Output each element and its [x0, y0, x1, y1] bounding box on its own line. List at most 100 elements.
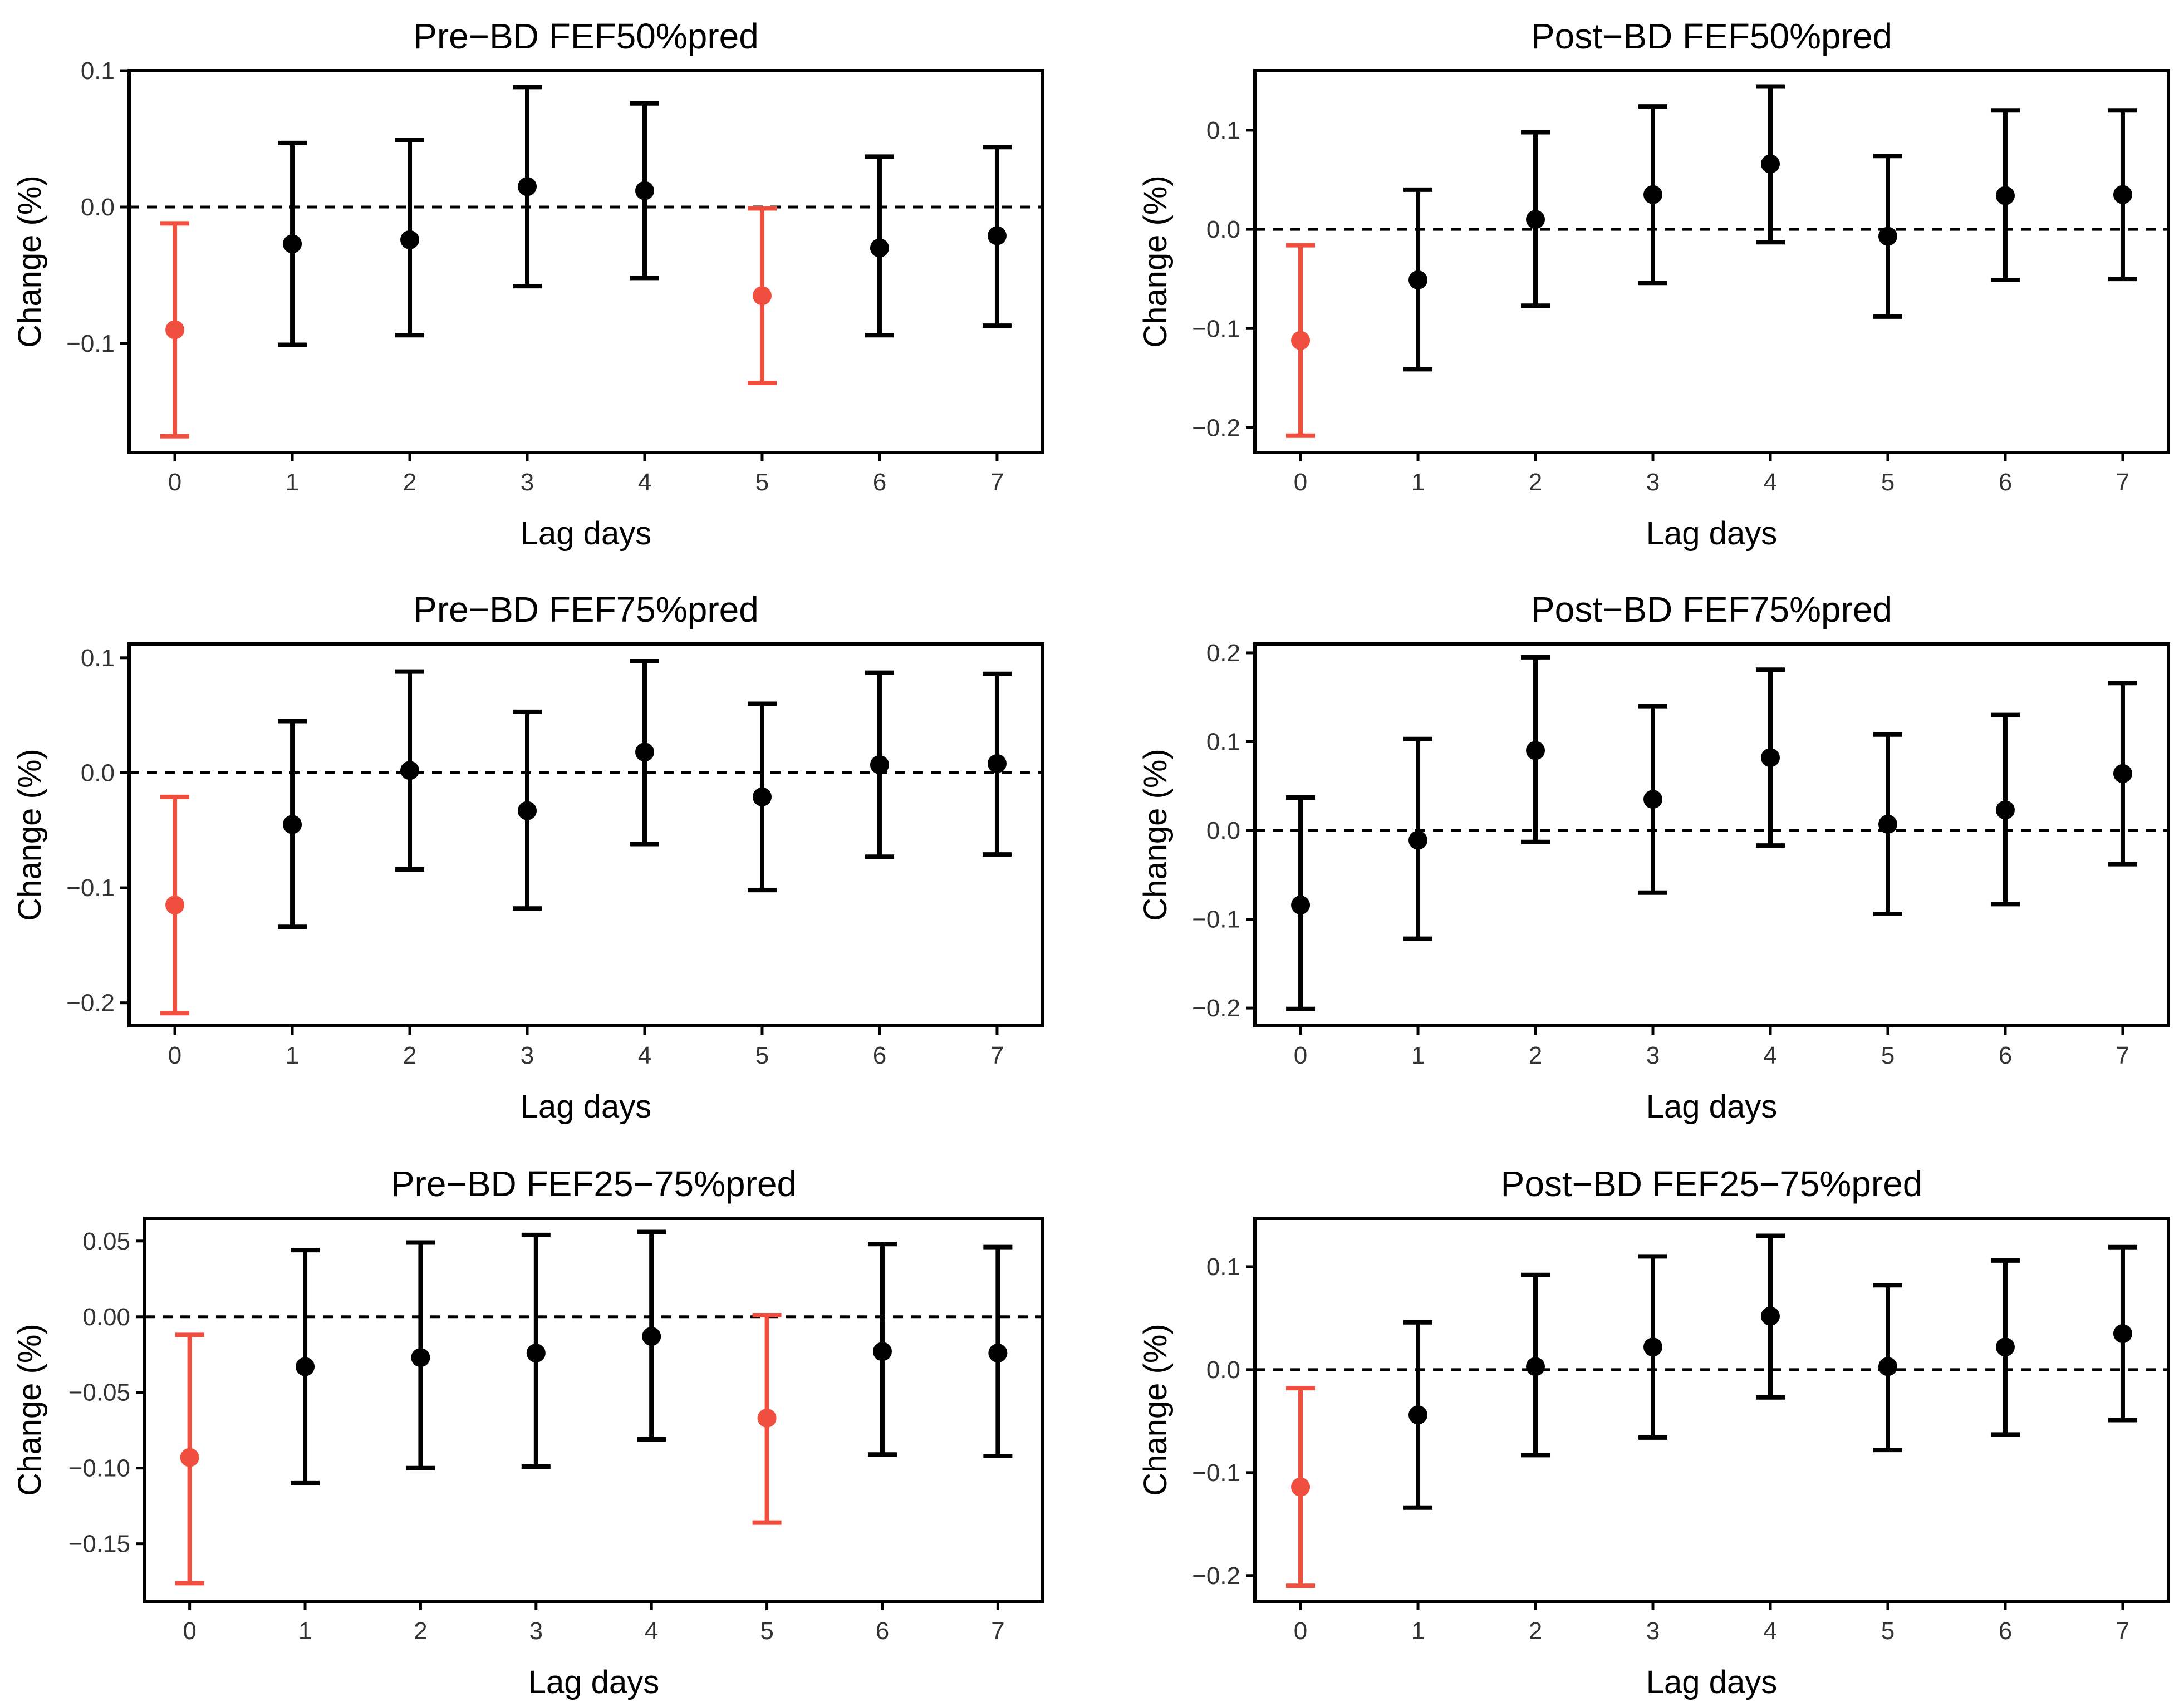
x-tick-label: 1 [286, 1042, 299, 1069]
y-axis-label: Change (%) [1137, 749, 1174, 921]
y-tick-label: 0.0 [81, 759, 115, 786]
y-tick-label: 0.0 [1206, 216, 1240, 243]
y-axis-label: Change (%) [12, 749, 48, 921]
y-axis-label: Change (%) [12, 175, 48, 347]
x-axis-label: Lag days [521, 1089, 651, 1125]
data-point-lag-2 [1526, 741, 1545, 760]
x-tick-label: 6 [873, 469, 886, 496]
y-tick-label: 0.1 [1206, 117, 1240, 144]
y-tick-label: 0.05 [82, 1228, 130, 1255]
x-tick-label: 2 [403, 469, 416, 496]
y-tick-label: 0.00 [82, 1303, 130, 1331]
y-tick-label: −0.1 [66, 330, 115, 357]
x-tick-label: 7 [990, 469, 1004, 496]
y-tick-label: −0.2 [66, 990, 115, 1017]
y-tick-label: −0.2 [1192, 995, 1240, 1022]
x-tick-label: 0 [168, 1042, 181, 1069]
x-tick-label: 4 [645, 1617, 658, 1645]
plot-frame [1253, 1217, 2170, 1603]
x-tick-label: 5 [760, 1617, 773, 1645]
y-tick-label: −0.1 [66, 874, 115, 902]
chart-panel-4: 0.2 0.1 0.0 −0.1 −0.2 0 1 2 3 4 5 6 7 Post−BD FEF75%p… [1137, 589, 2170, 1125]
data-point-lag-6 [870, 755, 889, 774]
x-tick-label: 3 [1646, 1617, 1660, 1645]
chart-title: Pre−BD FEF25−75%pred [391, 1164, 797, 1204]
data-point-lag-1 [283, 815, 302, 834]
x-axis-label: Lag days [1646, 1664, 1777, 1700]
data-point-lag-4 [635, 742, 654, 762]
data-point-lag-1 [1408, 270, 1428, 289]
x-tick-label: 4 [1764, 469, 1777, 496]
x-tick-label: 1 [1411, 469, 1425, 496]
data-point-lag-3 [1643, 790, 1663, 809]
x-tick-label: 6 [876, 1617, 889, 1645]
x-tick-label: 1 [286, 469, 299, 496]
x-tick-label: 5 [1881, 1617, 1895, 1645]
data-point-lag-4 [1760, 154, 1780, 174]
data-point-lag-0 [180, 1448, 199, 1467]
chart-title: Post−BD FEF25−75%pred [1501, 1164, 1923, 1204]
plot-frame [127, 642, 1044, 1027]
x-tick-label: 2 [403, 1042, 416, 1069]
x-tick-label: 4 [1764, 1617, 1777, 1645]
data-point-lag-3 [1643, 1337, 1663, 1357]
data-point-lag-3 [1643, 185, 1663, 204]
x-tick-label: 6 [1999, 1617, 2012, 1645]
data-point-lag-7 [2113, 185, 2132, 204]
x-tick-label: 7 [990, 1042, 1004, 1069]
data-point-lag-0 [1291, 331, 1311, 350]
y-tick-label: 0.1 [81, 645, 115, 672]
y-tick-label: 0.2 [1206, 640, 1240, 667]
data-point-lag-6 [1995, 186, 2015, 205]
x-tick-label: 2 [1529, 1617, 1542, 1645]
x-tick-label: 1 [298, 1617, 312, 1645]
chart-title: Pre−BD FEF50%pred [413, 16, 759, 56]
x-tick-label: 7 [2116, 469, 2129, 496]
y-tick-label: 0.1 [1206, 1253, 1240, 1281]
data-point-lag-0 [165, 320, 185, 340]
data-point-lag-5 [752, 286, 772, 306]
x-tick-label: 3 [529, 1617, 543, 1645]
data-point-lag-7 [987, 226, 1007, 245]
data-point-lag-7 [987, 754, 1007, 773]
data-point-lag-5 [1878, 1357, 1897, 1376]
x-axis-label: Lag days [1646, 1089, 1777, 1125]
plot-frame [1253, 69, 2170, 454]
chart-title: Post−BD FEF75%pred [1531, 589, 1892, 629]
data-point-lag-2 [1526, 210, 1545, 229]
y-tick-label: −0.05 [68, 1379, 130, 1406]
plot-frame [1253, 642, 2170, 1027]
x-tick-label: 1 [1411, 1042, 1425, 1069]
x-tick-label: 0 [168, 469, 181, 496]
chart-title: Post−BD FEF50%pred [1531, 16, 1892, 56]
data-point-lag-0 [165, 896, 185, 915]
x-tick-label: 6 [873, 1042, 886, 1069]
data-point-lag-1 [283, 234, 302, 254]
data-point-lag-6 [1995, 800, 2015, 820]
y-axis-label: Change (%) [1137, 175, 1174, 347]
data-point-lag-7 [2113, 1324, 2132, 1344]
plot-frame [143, 1217, 1044, 1603]
y-tick-label: −0.2 [1192, 414, 1240, 441]
y-tick-label: −0.15 [68, 1531, 130, 1558]
x-tick-label: 1 [1411, 1617, 1425, 1645]
x-axis-label: Lag days [521, 515, 651, 552]
data-point-lag-1 [296, 1357, 315, 1376]
x-tick-label: 6 [1999, 1042, 2012, 1069]
data-point-lag-1 [1408, 830, 1428, 850]
y-tick-label: 0.0 [81, 194, 115, 221]
y-tick-label: −0.1 [1192, 315, 1240, 342]
data-point-lag-5 [757, 1408, 777, 1428]
y-axis-label: Change (%) [12, 1324, 48, 1496]
data-point-lag-3 [518, 801, 537, 820]
data-point-lag-6 [870, 238, 889, 258]
data-point-lag-3 [518, 177, 537, 196]
data-point-lag-0 [1291, 1477, 1311, 1497]
y-tick-label: 0.1 [81, 57, 115, 85]
data-point-lag-6 [872, 1342, 892, 1361]
x-tick-label: 4 [638, 1042, 651, 1069]
x-tick-label: 7 [2116, 1042, 2129, 1069]
x-tick-label: 3 [1646, 469, 1660, 496]
